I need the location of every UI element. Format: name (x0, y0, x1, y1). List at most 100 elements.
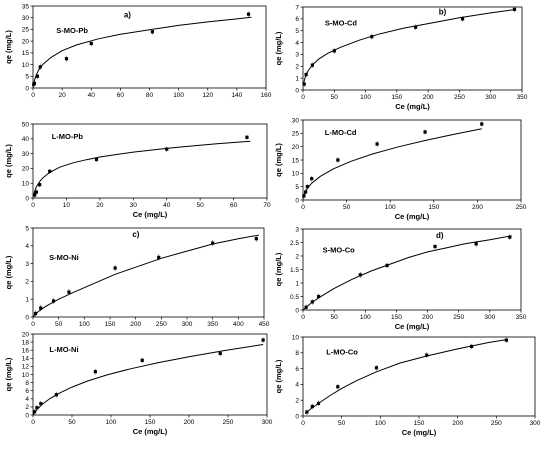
x-tick-label: 50 (55, 321, 63, 328)
y-tick-label: 1 (295, 280, 299, 287)
x-tick-label: 200 (422, 314, 433, 321)
data-point (305, 185, 309, 189)
y-tick-label: 2 (295, 64, 299, 71)
panel-s-mo-cd: 0 50 100 150 200 250 300 350 0 1 2 3 4 5 6 7 Ce (mg/L) qe… (274, 4, 528, 111)
x-tick-label: 50 (343, 204, 351, 211)
data-point (93, 370, 97, 374)
data-point (310, 300, 314, 304)
x-tick-label: 0 (301, 314, 305, 321)
panel-l-mo-pb: 0 10 20 30 40 50 60 70 0 10 20 30 40 50 Ce (mg/L) qe (m… (4, 121, 271, 219)
data-point (51, 299, 56, 303)
y-tick-label: 0 (25, 85, 29, 92)
x-axis-label: Ce (mg/L) (402, 428, 437, 437)
y-tick-label: 10 (292, 171, 300, 178)
plot-frame (302, 228, 522, 311)
x-tick-label: 50 (331, 314, 339, 321)
y-tick-label: 20 (22, 166, 30, 173)
data-point (304, 190, 308, 194)
data-point (67, 290, 71, 294)
data-point (358, 273, 362, 277)
y-tick-label: 35 (22, 3, 30, 10)
y-tick-label: 0 (25, 314, 29, 321)
y-axis-label: qe (mg/L) (4, 144, 13, 178)
x-tick-label: 100 (360, 314, 371, 321)
x-tick-label: 120 (202, 92, 213, 99)
data-point (508, 235, 512, 239)
y-tick-label: 50 (22, 121, 30, 128)
x-axis-label: Ce (mg/L) (133, 210, 168, 219)
x-tick-label: 10 (63, 202, 71, 209)
x-tick-label: 70 (263, 202, 271, 209)
x-tick-label: 150 (145, 419, 156, 426)
data-point (39, 306, 43, 310)
x-tick-label: 0 (301, 420, 305, 427)
fit-curve (302, 128, 482, 197)
x-tick-label: 0 (31, 419, 35, 426)
data-point (38, 183, 42, 187)
y-tick-label: 15 (292, 157, 300, 164)
y-tick-label: 0 (25, 195, 29, 202)
data-point (33, 193, 37, 197)
y-tick-label: 14 (22, 356, 30, 363)
data-point (32, 81, 37, 85)
x-tick-label: 350 (516, 314, 527, 321)
x-tick-label: 250 (156, 321, 167, 328)
data-point (38, 65, 42, 69)
y-tick-label: 4 (295, 40, 299, 47)
x-axis-label: Ce (mg/L) (133, 427, 168, 436)
y-tick-label: 1 (25, 297, 29, 304)
y-tick-label: 0 (295, 197, 299, 204)
data-point (140, 358, 144, 362)
data-point (211, 241, 215, 245)
y-tick-label: 4 (25, 243, 29, 250)
data-point (316, 401, 321, 405)
data-point (423, 130, 427, 134)
fit-curve (302, 8, 516, 86)
data-point (261, 338, 265, 342)
data-point (254, 237, 258, 241)
data-point (310, 177, 314, 181)
data-point (512, 7, 517, 11)
x-tick-label: 200 (130, 321, 141, 328)
plot-frame (32, 123, 268, 199)
data-point (39, 402, 43, 406)
data-point (35, 74, 39, 78)
x-tick-label: 300 (182, 321, 193, 328)
data-point (469, 344, 474, 349)
y-tick-label: 6 (25, 388, 29, 395)
x-tick-label: 300 (530, 420, 541, 427)
data-point (474, 242, 478, 246)
y-tick-label: 15 (22, 50, 30, 57)
data-point (304, 305, 308, 309)
panel-l-mo-co: 0 50 100 150 200 250 300 0 2 4 6 8 10 Ce (mg/L) qe (mg… (274, 334, 541, 437)
data-point (375, 142, 379, 146)
y-tick-label: 10 (22, 372, 30, 379)
y-tick-label: 3 (295, 52, 299, 59)
y-tick-label: 5 (25, 74, 29, 81)
data-point (48, 169, 52, 173)
data-point (425, 353, 429, 357)
series-label: L-MO-Pb (52, 132, 84, 141)
data-point (336, 158, 340, 162)
y-axis-label: qe (mg/L) (274, 143, 283, 177)
series-label: L-MO-Co (326, 347, 358, 356)
y-tick-label: 0 (25, 412, 29, 419)
y-tick-label: 8 (295, 350, 299, 357)
x-tick-label: 60 (230, 202, 238, 209)
data-point (218, 351, 222, 356)
x-tick-label: 100 (375, 420, 386, 427)
y-tick-label: 30 (292, 117, 300, 124)
data-point (302, 82, 306, 86)
y-tick-label: 2 (25, 404, 29, 411)
data-point (460, 17, 465, 21)
data-point (302, 194, 306, 198)
plot-frame (32, 227, 265, 318)
y-tick-label: 4 (295, 382, 299, 389)
data-point (374, 366, 379, 370)
x-tick-label: 50 (331, 94, 339, 101)
y-tick-label: 0 (295, 307, 299, 314)
x-tick-label: 250 (516, 204, 527, 211)
y-tick-label: 20 (22, 38, 30, 45)
y-tick-label: 16 (22, 348, 30, 355)
